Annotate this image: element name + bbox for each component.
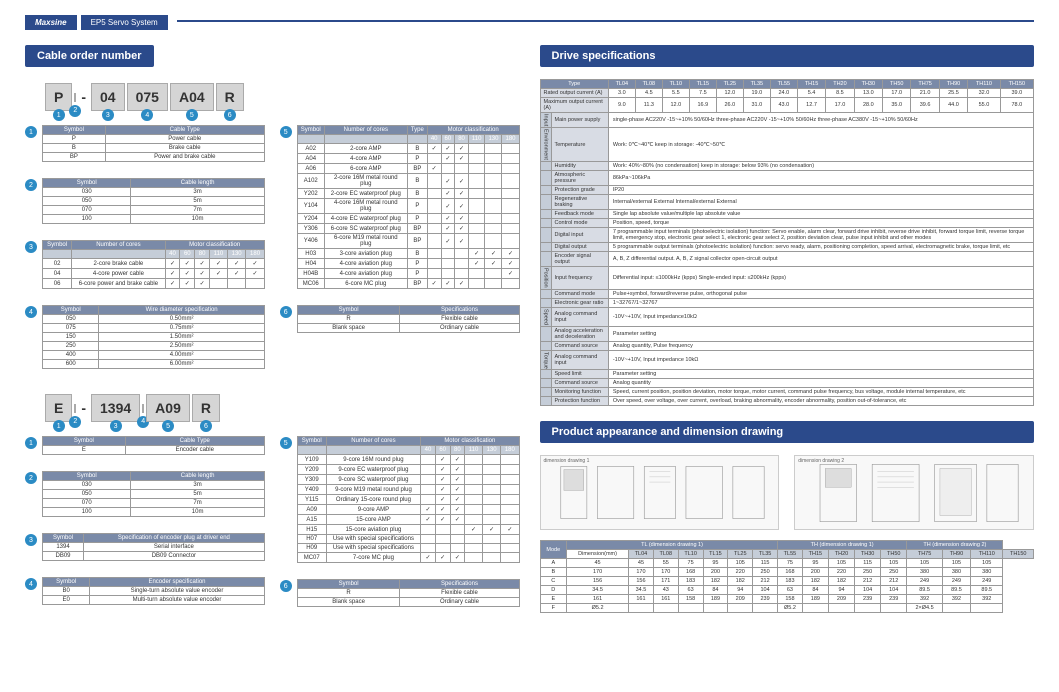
right-page: Drive specifications TypeTL04TL08TL10TL1…	[540, 45, 1035, 623]
drive-front-svg	[541, 456, 779, 529]
drive-side-svg	[795, 456, 1033, 529]
section-product-title: Product appearance and dimension drawing	[540, 421, 1035, 443]
drawing-2-label: dimension drawing 2	[798, 458, 844, 464]
drawing-2: dimension drawing 2	[794, 455, 1034, 530]
header-rule	[177, 20, 1034, 30]
dimension-drawings: dimension drawing 1 dimension dra	[540, 455, 1035, 530]
product-series: EP5 Servo System	[81, 15, 168, 30]
header: Maxsine EP5 Servo System	[25, 15, 1034, 30]
drawing-1-label: dimension drawing 1	[544, 458, 590, 464]
brand-logo: Maxsine	[25, 15, 77, 30]
drive-spec-table: TypeTL04TL08TL10TL15TL25TL35TL55TH15TH20…	[540, 79, 1035, 406]
section-drive-title: Drive specifications	[540, 45, 1035, 67]
left-page: Cable order number P12-0430754A045R6 1Sy…	[25, 45, 520, 623]
part-code-1: P12-0430754A045R6	[45, 89, 500, 105]
dimension-table: ModeTL (dimension drawing 1)TH (dimensio…	[540, 540, 1035, 613]
drawing-1: dimension drawing 1	[540, 455, 780, 530]
part-code-2: E12-139434A095R6	[45, 400, 500, 416]
section-cable-title: Cable order number	[25, 45, 154, 67]
